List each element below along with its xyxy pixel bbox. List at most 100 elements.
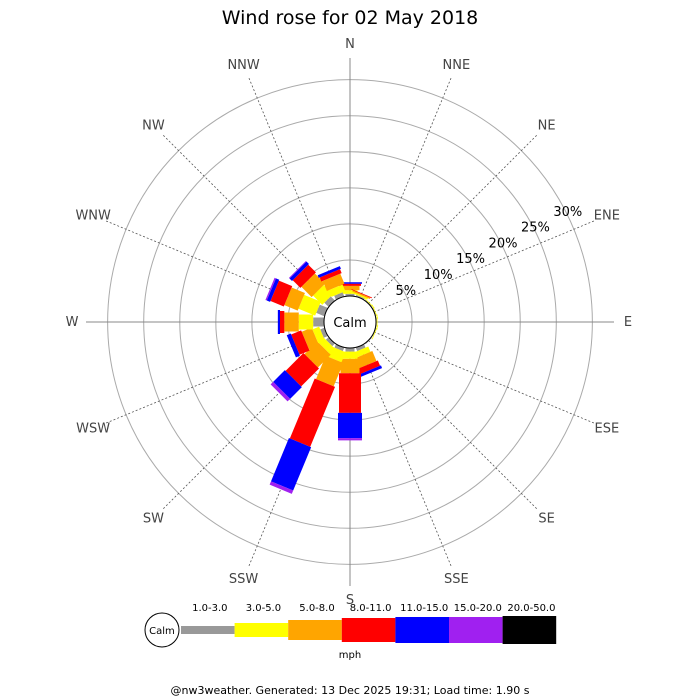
bar-nnw-3.0-5.0 <box>328 284 346 297</box>
bar-s-1.0-3.0 <box>345 348 355 352</box>
bar-wsw-11.0-15.0 <box>286 333 300 358</box>
direction-label-ne: NE <box>538 118 556 133</box>
bar-nnw-11.0-15.0 <box>317 266 341 278</box>
bar-sse-1.0-3.0 <box>355 344 366 352</box>
bar-ssw-15.0-20.0 <box>269 481 294 494</box>
bar-sse-3.0-5.0 <box>354 346 371 358</box>
bar-nw-5.0-8.0 <box>301 273 326 298</box>
bar-wnw-15.0-20.0 <box>265 277 276 301</box>
radial-tick-label-20: 20% <box>489 236 518 251</box>
bar-ssw-8.0-11.0 <box>289 378 336 447</box>
radial-tick-label-5: 5% <box>395 284 416 299</box>
bar-s-15.0-20.0 <box>338 438 362 441</box>
bar-wnw-3.0-5.0 <box>298 294 321 316</box>
legend-swatch-5.0-8.0 <box>288 620 342 640</box>
calm-circle: Calm <box>323 295 377 349</box>
legend-label-11.0-15.0: 11.0-15.0 <box>400 603 448 614</box>
bar-wsw-1.0-3.0 <box>320 327 328 338</box>
footer-text: @nw3weather. Generated: 13 Dec 2025 19:3… <box>170 684 530 697</box>
radial-tick-label-10: 10% <box>424 268 453 283</box>
bar-nw-15.0-20.0 <box>288 260 307 279</box>
radial-tick-label-15: 15% <box>456 252 485 267</box>
bar-ssw-11.0-15.0 <box>271 438 312 491</box>
bar-n-1.0-3.0 <box>345 293 355 296</box>
legend-swatch-8.0-11.0 <box>341 618 396 642</box>
bar-ssw-1.0-3.0 <box>334 344 345 352</box>
bar-w-3.0-5.0 <box>298 314 314 330</box>
bar-sse-11.0-15.0 <box>358 365 383 378</box>
bar-sw-11.0-15.0 <box>273 370 302 399</box>
bar-ssw-5.0-8.0 <box>316 355 344 387</box>
bar-w-11.0-15.0 <box>277 310 281 334</box>
bar-ne-3.0-5.0 <box>363 297 375 309</box>
direction-label-nw: NW <box>142 118 165 133</box>
legend-label-8.0-11.0: 8.0-11.0 <box>350 603 392 614</box>
bar-nw-1.0-3.0 <box>324 296 335 307</box>
bar-sw-15.0-20.0 <box>270 381 291 402</box>
direction-label-n: N <box>345 37 355 52</box>
bar-wsw-3.0-5.0 <box>312 326 325 344</box>
legend-label-15.0-20.0: 15.0-20.0 <box>454 603 502 614</box>
radial-tick-label-25: 25% <box>521 221 550 236</box>
direction-label-wnw: WNW <box>75 209 111 224</box>
bar-sw-3.0-5.0 <box>318 337 335 354</box>
bar-sse-5.0-8.0 <box>354 351 377 369</box>
bar-sse-8.0-11.0 <box>357 360 381 375</box>
direction-label-sw: SW <box>143 512 164 527</box>
legend-label-20.0-50.0: 20.0-50.0 <box>507 603 555 614</box>
direction-label-nnw: NNW <box>227 58 259 73</box>
bar-sw-1.0-3.0 <box>325 337 335 347</box>
bar-ese-3.0-5.0 <box>371 325 379 340</box>
bar-nne-8.0-11.0 <box>351 289 373 299</box>
bar-nne-5.0-8.0 <box>352 290 371 299</box>
wind-rose-bars <box>265 260 383 494</box>
bar-nw-8.0-11.0 <box>292 264 316 288</box>
legend-swatch-3.0-5.0 <box>234 623 289 637</box>
legend-swatch-20.0-50.0 <box>502 616 557 644</box>
legend-calm-circle <box>144 612 180 648</box>
direction-label-ene: ENE <box>594 209 620 224</box>
legend-swatch-11.0-15.0 <box>395 617 449 643</box>
bar-sw-8.0-11.0 <box>285 353 319 387</box>
radial-tick-labels: 5% 10%15% 20%25%30% <box>395 205 582 299</box>
bar-wnw-5.0-8.0 <box>284 287 305 311</box>
bar-nnw-5.0-8.0 <box>322 273 345 291</box>
bar-s-5.0-8.0 <box>340 358 360 374</box>
legend-unit-label: mph <box>339 650 361 661</box>
direction-label-sse: SSE <box>444 572 469 587</box>
legend-swatch-1.0-3.0 <box>181 626 235 634</box>
bar-nnw-1.0-3.0 <box>334 292 345 300</box>
direction-label-e: E <box>624 315 632 330</box>
legend-label-3.0-5.0: 3.0-5.0 <box>246 603 281 614</box>
legend-calm-label: Calm <box>149 626 175 637</box>
direction-label-nne: NNE <box>443 58 471 73</box>
direction-label-w: W <box>66 315 79 330</box>
bar-w-8.0-11.0 <box>280 311 285 333</box>
calm-label: Calm <box>333 316 366 331</box>
bar-wnw-11.0-15.0 <box>266 278 280 302</box>
bar-wnw-8.0-11.0 <box>270 280 293 307</box>
bar-nnw-8.0-11.0 <box>319 269 342 282</box>
bar-n-8.0-11.0 <box>339 283 361 286</box>
direction-labels: N NNE NE ENE E ESE SE SSE S SSW SW WSW W WNW NW NNW <box>66 37 633 608</box>
calm-circle-outline <box>323 295 377 349</box>
bar-nw-11.0-15.0 <box>289 261 309 281</box>
legend-swatch-15.0-20.0 <box>449 617 503 643</box>
direction-label-ese: ESE <box>594 421 619 436</box>
bar-s-8.0-11.0 <box>339 373 361 413</box>
radial-tick-label-30: 30% <box>553 205 582 220</box>
bar-w-5.0-8.0 <box>284 312 299 332</box>
bar-s-3.0-5.0 <box>342 351 358 359</box>
bar-s-11.0-15.0 <box>338 412 362 439</box>
bar-ene-3.0-5.0 <box>371 304 379 319</box>
legend-label-5.0-8.0: 5.0-8.0 <box>299 603 334 614</box>
bar-e-3.0-5.0 <box>376 314 378 330</box>
bar-n-5.0-8.0 <box>340 285 360 291</box>
bar-nne-1.0-3.0 <box>355 294 365 300</box>
bar-w-1.0-3.0 <box>313 317 324 327</box>
bar-wsw-8.0-11.0 <box>291 330 310 355</box>
direction-label-s: S <box>346 593 354 608</box>
direction-label-ssw: SSW <box>229 572 259 587</box>
legend-label-1.0-3.0: 1.0-3.0 <box>192 603 227 614</box>
